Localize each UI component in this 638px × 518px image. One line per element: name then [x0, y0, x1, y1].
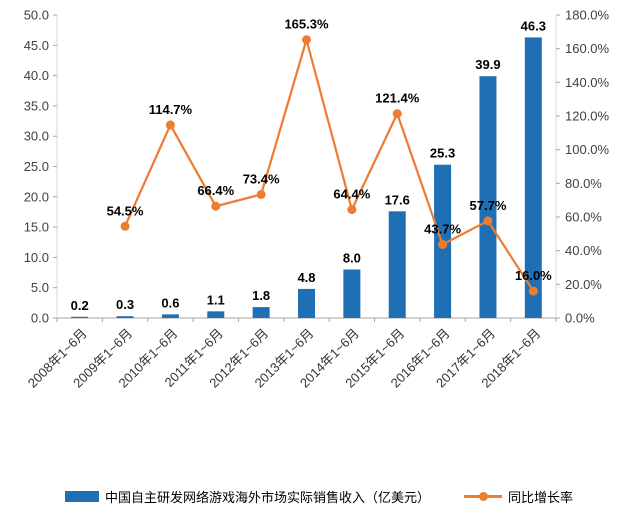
left-axis-tick-label: 40.0 [24, 68, 49, 83]
bar-value-label: 39.9 [475, 57, 500, 72]
bar-value-label: 8.0 [343, 251, 361, 266]
left-axis-tick-label: 45.0 [24, 38, 49, 53]
left-axis-tick-label: 15.0 [24, 220, 49, 235]
bar-value-label: 1.8 [252, 288, 270, 303]
bar [298, 288, 315, 318]
line-value-label: 73.4% [243, 171, 280, 186]
legend-item-growth: 同比增长率 [464, 487, 573, 506]
left-axis-tick-label: 50.0 [24, 8, 49, 23]
line-value-label: 121.4% [375, 91, 420, 106]
bar-value-label: 17.6 [385, 192, 410, 207]
x-axis-category-labels: 2008年1~6月2009年1~6月2010年1~6月2011年1~6月2012… [25, 326, 544, 391]
bar-value-label: 0.6 [161, 295, 179, 310]
line-marker [347, 205, 357, 215]
line-marker [256, 189, 266, 199]
line-value-label: 165.3% [284, 17, 329, 32]
left-axis-tick-label: 25.0 [24, 159, 49, 174]
bar [207, 311, 225, 318]
line-value-label: 64.4% [333, 187, 370, 202]
line-value-label: 114.7% [149, 102, 193, 117]
bar [524, 37, 542, 319]
bar-series: 0.2 0.3 0.6 1.1 1.8 4.8 8.0 17.6 25.3 39.9 46.3 [71, 18, 546, 319]
line-marker [120, 221, 130, 231]
x-axis-ticks [56, 318, 557, 322]
bar-value-label: 1.1 [207, 292, 225, 307]
plot-area: 0.0 5.0 10.0 15.0 20.0 25.0 30.0 35.0 40.0 45.0 50… [24, 8, 610, 391]
bar [479, 76, 497, 319]
left-axis-tick-label: 5.0 [31, 280, 49, 295]
line-marker [302, 35, 311, 45]
legend-line-swatch-icon [464, 492, 502, 501]
line-value-label: 54.5% [107, 203, 144, 218]
line-value-label: 57.7% [470, 198, 507, 213]
bar [161, 314, 179, 318]
line-marker [438, 239, 448, 249]
line-marker [392, 109, 402, 119]
left-axis-tick-label: 30.0 [24, 129, 49, 144]
bar-value-label: 46.3 [521, 18, 546, 33]
legend-label-growth: 同比增长率 [508, 490, 574, 505]
line-series: 54.5% 114.7% 66.4% 73.4% 165.3% 64.4% 121.4% 43… [107, 17, 552, 296]
right-axis-tick-label: 0.0% [565, 311, 595, 326]
bar-value-label: 25.3 [430, 146, 455, 161]
right-axis-tick-label: 160.0% [565, 41, 610, 56]
right-axis-tick-label: 20.0% [565, 277, 602, 292]
right-axis-tick-label: 60.0% [565, 210, 602, 225]
bar [343, 269, 361, 318]
bar-value-label: 0.3 [116, 297, 134, 312]
right-axis-tick-label: 140.0% [565, 75, 610, 90]
line-marker [211, 201, 221, 211]
bar-value-label: 0.2 [71, 298, 89, 313]
bar [71, 316, 89, 318]
bar [252, 307, 270, 318]
right-axis-tick-label: 40.0% [565, 243, 602, 258]
left-axis-tick-label: 20.0 [24, 189, 49, 204]
growth-line [124, 38, 535, 292]
right-axis-tick-label: 100.0% [565, 142, 610, 157]
line-value-label: 43.7% [424, 221, 461, 236]
right-axis-tick-label: 120.0% [565, 109, 610, 124]
line-marker [528, 286, 538, 296]
line-marker [483, 216, 493, 226]
line-value-label: 66.4% [197, 183, 234, 198]
left-axis-tick-label: 10.0 [24, 250, 49, 265]
legend-label-revenue: 中国自主研发网络游戏海外市场实际销售收入（亿美元） [104, 490, 430, 505]
right-axis-tick-label: 180.0% [565, 8, 610, 23]
left-axis-tick-label: 35.0 [24, 98, 49, 113]
right-axis-tick-label: 80.0% [565, 176, 602, 191]
legend-item-revenue: 中国自主研发网络游戏海外市场实际销售收入（亿美元） [64, 487, 430, 506]
legend-line-marker [479, 492, 488, 501]
left-axis-ticks: 0.0 5.0 10.0 15.0 20.0 25.0 30.0 35.0 40.0 45.0 50… [24, 8, 57, 326]
line-marker [165, 120, 175, 130]
bar [388, 211, 406, 318]
legend-bar-swatch-icon [64, 491, 99, 502]
bar-value-label: 4.8 [297, 270, 315, 285]
right-axis-ticks: 0.0% 20.0% 40.0% 60.0% 80.0% 100.0% 120.0% 140.… [556, 8, 610, 326]
left-axis-tick-label: 0.0 [31, 311, 49, 326]
bar [116, 316, 134, 318]
legend: 中国自主研发网络游戏海外市场实际销售收入（亿美元） 同比增长率 [0, 487, 638, 506]
line-value-label: 16.0% [515, 268, 552, 283]
